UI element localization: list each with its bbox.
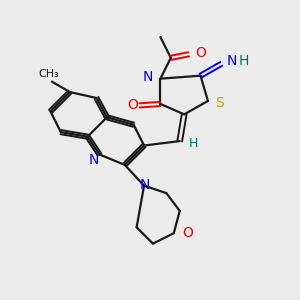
Text: N: N bbox=[140, 178, 150, 192]
Text: H: H bbox=[189, 137, 198, 150]
Text: H: H bbox=[238, 54, 249, 68]
Text: CH₃: CH₃ bbox=[39, 69, 59, 79]
Text: O: O bbox=[195, 46, 206, 60]
Text: N: N bbox=[89, 153, 99, 167]
Text: S: S bbox=[215, 96, 224, 110]
Text: N: N bbox=[142, 70, 153, 84]
Text: N: N bbox=[227, 54, 237, 68]
Text: O: O bbox=[128, 98, 139, 112]
Text: O: O bbox=[182, 226, 193, 240]
